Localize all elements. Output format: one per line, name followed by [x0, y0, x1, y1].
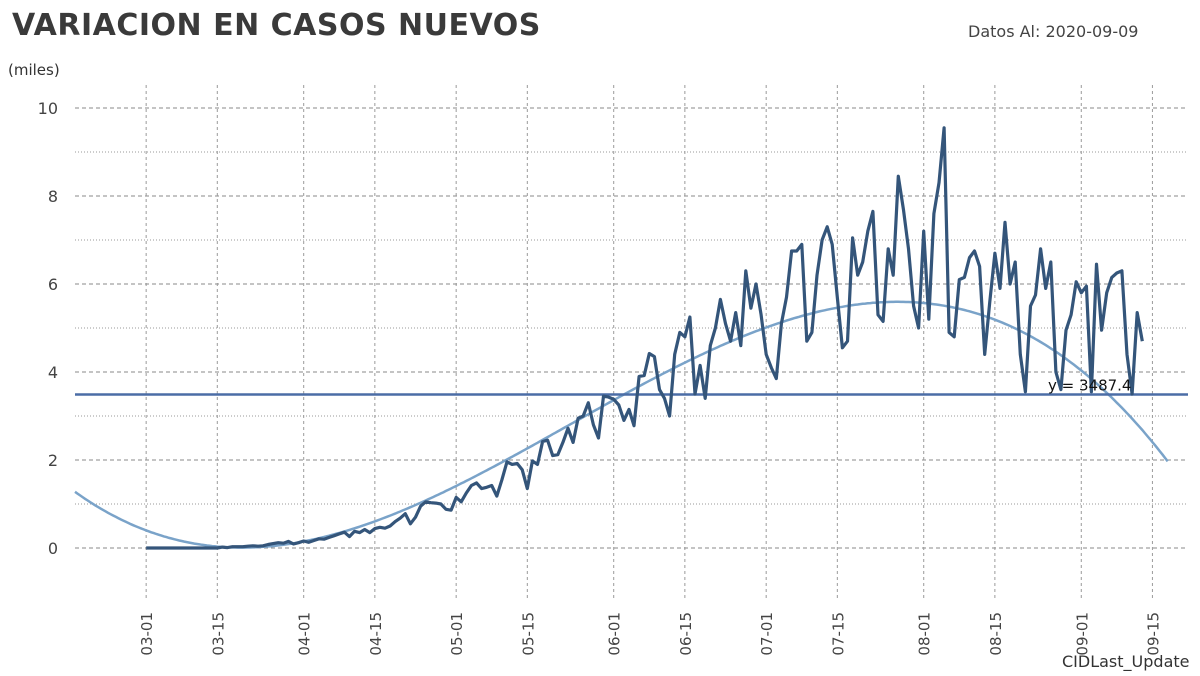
data-date-label: Datos Al: 2020-09-09: [968, 22, 1139, 41]
x-tick-label: 05-15: [519, 612, 537, 656]
y-tick-label: 0: [48, 539, 58, 558]
y-axis-ticks: 0 2 4 6 8 10: [38, 99, 58, 558]
y-tick-label: 6: [48, 275, 58, 294]
y-tick-label: 2: [48, 451, 58, 470]
series-line-casos-nuevos: [146, 126, 1144, 550]
y-axis-label: (miles): [8, 61, 60, 79]
x-axis-title: CIDLast_Update: [1062, 652, 1190, 671]
x-tick-label: 07-15: [829, 612, 847, 656]
x-tick-label: 07-01: [758, 612, 776, 656]
x-tick-label: 09-01: [1073, 612, 1091, 656]
x-tick-label: 08-01: [916, 612, 934, 656]
y-tick-label: 10: [38, 99, 58, 118]
reference-line-label: y = 3487.4: [1048, 377, 1131, 395]
x-tick-label: 08-15: [987, 612, 1005, 656]
x-tick-label: 03-15: [209, 612, 227, 656]
chart-series: y = 3487.4: [74, 126, 1188, 550]
x-tick-label: 03-01: [138, 612, 156, 656]
y-tick-label: 8: [48, 187, 58, 206]
y-tick-label: 4: [48, 363, 58, 382]
chart-title: VARIACION EN CASOS NUEVOS: [12, 8, 541, 43]
x-tick-label: 06-01: [606, 612, 624, 656]
x-axis-ticks: 03-01 03-15 04-01 04-15 05-01 05-15 06-01 06-15…: [138, 612, 1162, 656]
x-tick-label: 05-01: [448, 612, 466, 656]
x-tick-label: 04-01: [296, 612, 314, 656]
trendline: [74, 300, 1169, 549]
x-tick-label: 06-15: [677, 612, 695, 656]
x-tick-label: 04-15: [367, 612, 385, 656]
x-tick-label: 09-15: [1144, 612, 1162, 656]
